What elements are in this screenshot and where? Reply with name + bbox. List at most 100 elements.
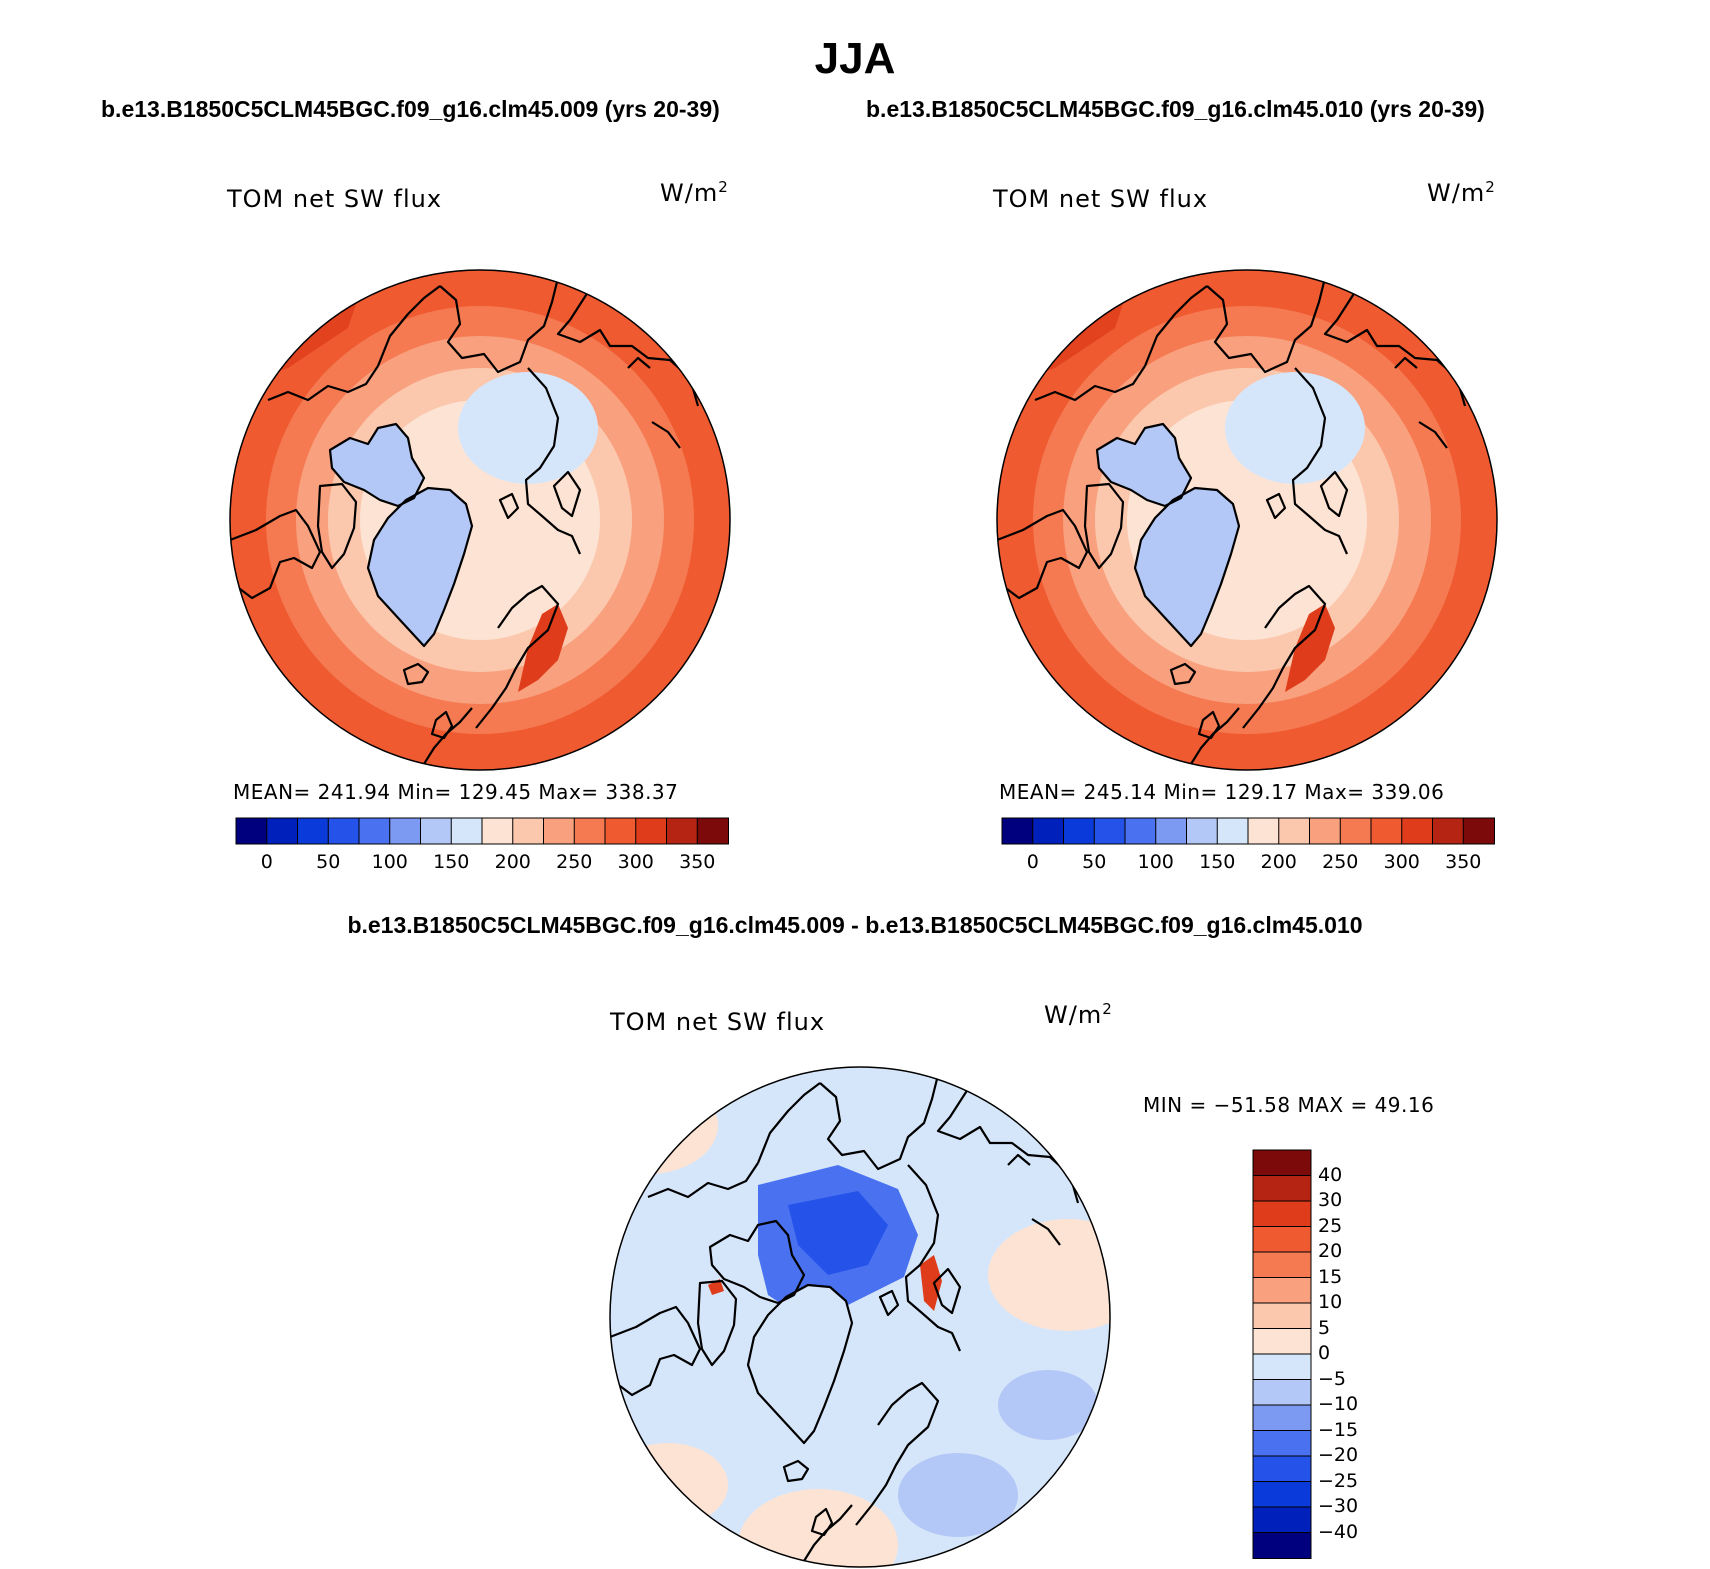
variable-label-right: TOM net SW flux <box>993 185 1209 213</box>
coastline <box>1319 470 1349 518</box>
colorbar-tick-label: 25 <box>1318 1214 1343 1237</box>
contour-band <box>610 1443 728 1527</box>
greenland-field <box>368 488 472 646</box>
colorbar-tick-label: 150 <box>433 851 470 873</box>
colorbar-box <box>1252 1532 1312 1559</box>
colorbar-box <box>327 817 360 845</box>
colorbar-box <box>1252 1481 1312 1508</box>
coastline <box>1206 277 1327 374</box>
coastline <box>1143 285 1208 367</box>
colorbar-tick-label: 30 <box>1318 1189 1343 1211</box>
coastline <box>746 1283 854 1445</box>
colorbar-box <box>666 817 699 845</box>
polar-map-right <box>996 269 1498 771</box>
colorbar-box <box>635 817 668 845</box>
coastline <box>1394 356 1418 369</box>
colorbar-box <box>297 817 330 845</box>
coastline <box>230 508 322 600</box>
colorbar-box <box>1252 1149 1312 1177</box>
positive-anomaly <box>920 1255 942 1311</box>
map-field <box>610 1067 1110 1567</box>
colorbar-tick-label: 300 <box>1383 851 1420 873</box>
colorbar-tick-label: 350 <box>679 851 716 873</box>
colorbar-box <box>604 817 637 845</box>
colorbar-tick-label: −40 <box>1318 1520 1359 1543</box>
scandinavia-field <box>1285 604 1335 692</box>
colorbar-box <box>573 817 606 845</box>
colorbar-box <box>450 817 483 845</box>
contour-band <box>898 1453 1018 1537</box>
coastline <box>556 291 691 379</box>
coastline <box>376 285 441 367</box>
season-title: JJA <box>814 34 896 83</box>
colorbar-box <box>358 817 391 845</box>
sea-ice-region <box>458 372 598 484</box>
colorbar-box <box>512 817 545 845</box>
colorbar-box <box>420 817 453 845</box>
colorbar-box <box>1309 817 1342 845</box>
colorbar-box <box>1252 1430 1312 1457</box>
coastline <box>328 422 426 508</box>
coastline <box>1265 492 1287 520</box>
coastline <box>855 1381 940 1526</box>
colorbar-tick-label: 100 <box>1137 851 1174 873</box>
contour-band <box>998 1370 1098 1440</box>
colorbar-tick-label: 250 <box>1322 851 1359 873</box>
colorbar-box <box>1370 817 1403 845</box>
map-field <box>997 270 1497 770</box>
scandinavia-field <box>518 604 568 692</box>
coastline <box>782 1459 810 1483</box>
colorbar-box <box>1252 1328 1312 1355</box>
colorbar-box <box>1063 817 1096 845</box>
coastline <box>439 277 560 374</box>
units-label-right: W/m2 <box>1427 178 1496 207</box>
colorbar-box <box>1462 817 1495 845</box>
colorbar-tick-label: 200 <box>494 851 531 873</box>
coastline <box>936 1088 1071 1176</box>
case-title-right: b.e13.B1850C5CLM45BGC.f09_g16.clm45.010 … <box>866 96 1485 122</box>
colorbar-box <box>389 817 422 845</box>
colorbar-tick-label: −25 <box>1318 1469 1359 1492</box>
units-label-left: W/m2 <box>660 178 729 207</box>
coastline <box>696 1279 738 1367</box>
coastline <box>610 1305 702 1397</box>
units-label-diff: W/m2 <box>1044 1000 1113 1029</box>
coastline <box>1083 482 1125 570</box>
colorbar-box <box>266 817 299 845</box>
colorbar-box <box>1252 1200 1312 1228</box>
colorbar-ticks-right: 0 50 100 150 200 250 300 350 <box>1002 851 1494 875</box>
contour-band <box>988 1219 1110 1331</box>
colorbar-box <box>1186 817 1219 845</box>
colorbar-tick-label: −20 <box>1318 1444 1359 1466</box>
stats-left: MEAN= 241.94 Min= 129.45 Max= 338.37 <box>233 780 679 804</box>
variable-label-left: TOM net SW flux <box>227 185 443 213</box>
coastline <box>819 1074 940 1171</box>
colorbar-box <box>1252 1251 1312 1279</box>
coastline <box>627 356 651 369</box>
arctic-negative-core <box>788 1191 888 1275</box>
coastline <box>1007 1153 1031 1166</box>
colorbar-tick-label: 40 <box>1318 1163 1343 1186</box>
coastline <box>1197 710 1221 740</box>
colorbar-box <box>1252 1302 1312 1330</box>
coastline <box>430 710 454 740</box>
colorbar-box <box>1216 817 1249 845</box>
colorbar-ticks-left: 0 50 100 150 200 250 300 350 <box>236 851 728 875</box>
colorbar-tick-label: 300 <box>617 851 654 873</box>
greenland-field <box>1135 488 1239 646</box>
colorbar-box <box>1252 1277 1312 1304</box>
coastline <box>402 662 430 686</box>
difference-title: b.e13.B1850C5CLM45BGC.f09_g16.clm45.009 … <box>347 912 1363 938</box>
colorbar-ticks-diff: 40 30 25 20 15 10 5 0 −5 −10 −15 −20 −25 −30 −40 <box>1318 1150 1398 1558</box>
case-title-left: b.e13.B1850C5CLM45BGC.f09_g16.clm45.009 … <box>101 96 720 122</box>
colorbar-box <box>1252 1455 1312 1483</box>
colorbar-tick-label: 350 <box>1445 851 1482 873</box>
coastline <box>1169 662 1197 686</box>
colorbar-tick-label: 50 <box>1082 851 1107 873</box>
colorbar-diff <box>1252 1149 1312 1559</box>
colorbar-box <box>1252 1226 1312 1253</box>
coastline <box>498 492 520 520</box>
coastline <box>904 1164 962 1352</box>
colorbar-tick-label: −5 <box>1318 1367 1347 1390</box>
colorbar-box <box>696 817 729 845</box>
